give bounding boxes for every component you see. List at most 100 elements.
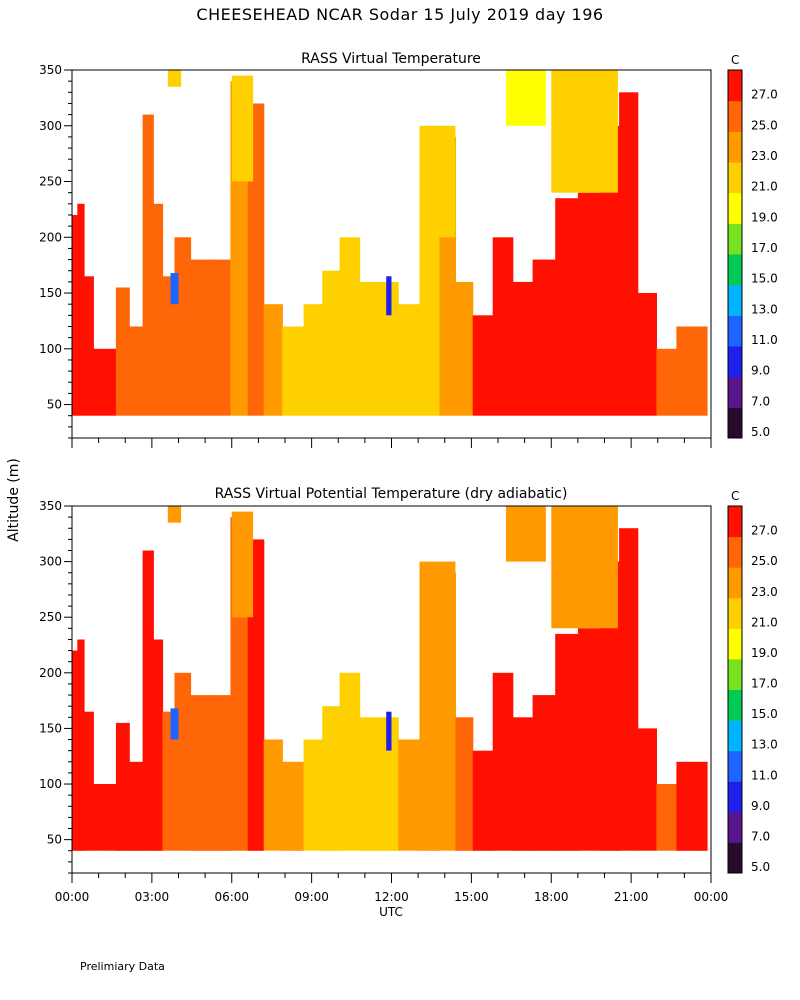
- temperature-column: [72, 215, 78, 416]
- temperature-patch: [551, 506, 618, 629]
- colorbar-label: 23.0: [751, 149, 778, 163]
- temperature-patch: [506, 70, 546, 126]
- temperature-column: [282, 761, 305, 851]
- panel-1-title: RASS Virtual Temperature: [301, 51, 481, 67]
- colorbar-segment: [728, 750, 742, 782]
- colorbar-label: 11.0: [751, 333, 778, 347]
- temperature-column: [492, 672, 514, 851]
- temperature-column: [599, 125, 620, 416]
- panel-2-colorbar: 5.0 7.0 9.0 11.0 13.0 15.0 17.0 19.0 21.0 23.0 25.…: [727, 489, 778, 874]
- temperature-column: [619, 92, 639, 416]
- temperature-column: [398, 304, 421, 416]
- temperature-column: [190, 695, 212, 851]
- colorbar-segment: [728, 720, 742, 752]
- colorbar-unit: C: [731, 53, 739, 67]
- temperature-patch: [231, 511, 254, 618]
- temperature-patch: [167, 70, 182, 87]
- colorbar-label: 9.0: [751, 799, 770, 813]
- temperature-column: [676, 761, 697, 851]
- y-tick-label: 200: [39, 230, 62, 244]
- temperature-column: [93, 348, 105, 416]
- x-tick-label: 00:00: [694, 890, 729, 904]
- temperature-column: [77, 203, 85, 416]
- colorbar-segment: [728, 223, 742, 255]
- temperature-column: [555, 198, 579, 416]
- y-tick-label: 50: [47, 398, 62, 412]
- temperature-column: [142, 114, 154, 416]
- y-tick-label: 150: [39, 286, 62, 300]
- temperature-column: [676, 326, 697, 416]
- panel-1-x-axis: [71, 438, 712, 448]
- colorbar-label: 15.0: [751, 272, 778, 286]
- temperature-column: [472, 750, 494, 851]
- temperature-column: [656, 348, 677, 416]
- temperature-patch: [231, 75, 254, 182]
- colorbar-segment: [728, 192, 742, 224]
- temperature-column: [419, 125, 441, 416]
- colorbar-label: 27.0: [751, 88, 778, 102]
- temperature-column: [247, 103, 265, 416]
- colorbar-label: 13.0: [751, 302, 778, 316]
- colorbar-segment: [728, 658, 742, 690]
- colorbar-segment: [728, 811, 742, 843]
- x-tick-label: 21:00: [614, 890, 649, 904]
- x-axis-label: UTC: [379, 905, 403, 919]
- colorbar-label: 13.0: [751, 738, 778, 752]
- temperature-column: [379, 717, 399, 851]
- colorbar-label: 17.0: [751, 677, 778, 691]
- colorbar-label: 17.0: [751, 241, 778, 255]
- temperature-column: [379, 281, 399, 416]
- colorbar-segment: [728, 162, 742, 194]
- panel-1-y-axis: 50 100 150 200 250 300 350: [39, 63, 72, 439]
- x-tick-label: 06:00: [214, 890, 249, 904]
- footer-note: Prelimiary Data: [80, 960, 165, 973]
- x-tick-label: 18:00: [534, 890, 569, 904]
- temperature-column: [263, 304, 283, 416]
- y-tick-label: 350: [39, 499, 62, 513]
- x-tick-label: 00:00: [55, 890, 90, 904]
- colorbar-label: 9.0: [751, 364, 770, 378]
- colorbar-segment: [728, 567, 742, 599]
- temperature-column: [512, 717, 534, 851]
- colorbar-label: 19.0: [751, 646, 778, 660]
- colorbar-label: 11.0: [751, 768, 778, 782]
- colorbar-label: 23.0: [751, 585, 778, 599]
- temperature-column: [129, 326, 144, 416]
- panel-2-x-axis: 00:00 03:00 06:00 09:00 12:00 15:00 18:00 21:00…: [55, 873, 729, 904]
- temperature-column: [472, 315, 494, 416]
- y-tick-label: 300: [39, 119, 62, 133]
- y-tick-label: 350: [39, 63, 62, 77]
- temperature-column: [359, 717, 381, 851]
- panel-1-plot-area: [71, 69, 712, 439]
- colorbar-label: 5.0: [751, 425, 770, 439]
- temperature-patch: [439, 125, 456, 238]
- colorbar-frame: [727, 69, 743, 439]
- temperature-patch: [167, 506, 182, 523]
- temperature-column: [210, 695, 231, 851]
- colorbar-segment: [728, 100, 742, 132]
- colorbar-segment: [728, 131, 742, 163]
- x-tick-label: 15:00: [454, 890, 489, 904]
- temperature-column: [455, 281, 474, 416]
- temperature-column: [174, 672, 192, 851]
- temperature-column: [77, 639, 85, 851]
- temperature-column: [103, 348, 117, 416]
- temperature-column: [303, 304, 323, 416]
- temperature-column: [637, 293, 657, 416]
- colorbar-segment: [728, 346, 742, 378]
- temperature-patch: [386, 711, 392, 751]
- x-tick-label: 03:00: [135, 890, 170, 904]
- temperature-column: [577, 192, 600, 416]
- temperature-column: [696, 326, 708, 416]
- temperature-column: [263, 739, 283, 851]
- colorbar-label: 27.0: [751, 524, 778, 538]
- temperature-patch: [439, 561, 456, 673]
- colorbar-label: 7.0: [751, 829, 770, 843]
- temperature-column: [115, 722, 130, 851]
- y-tick-label: 150: [39, 721, 62, 735]
- temperature-column: [577, 628, 600, 851]
- colorbar-segment: [728, 597, 742, 629]
- temperature-column: [282, 326, 305, 416]
- temperature-column: [153, 203, 164, 416]
